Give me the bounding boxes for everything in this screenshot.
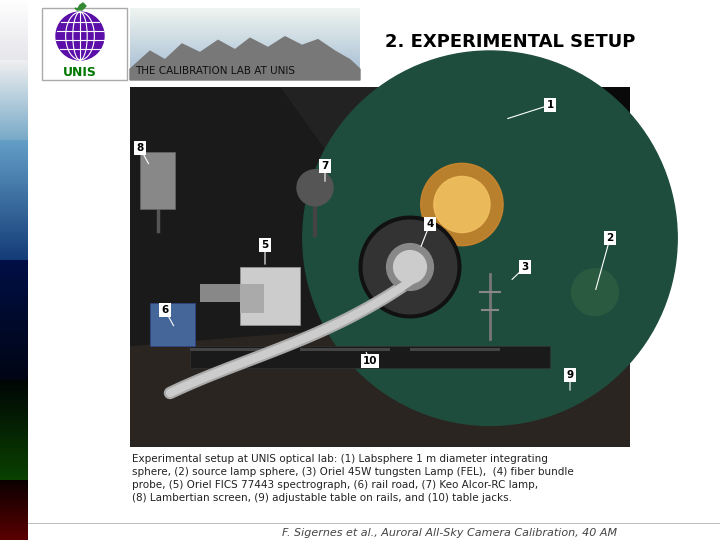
Text: (8) Lambertian screen, (9) adjustable table on rails, and (10) table jacks.: (8) Lambertian screen, (9) adjustable ta… xyxy=(132,493,512,503)
Text: 5: 5 xyxy=(261,240,269,251)
Circle shape xyxy=(303,51,678,426)
Text: 8: 8 xyxy=(136,143,143,153)
Polygon shape xyxy=(75,3,86,10)
Text: F. Sigernes et al., Auroral All-Sky Camera Calibration, 40 AM: F. Sigernes et al., Auroral All-Sky Came… xyxy=(282,528,618,538)
Polygon shape xyxy=(280,87,440,321)
Bar xyxy=(28,450,720,510)
Bar xyxy=(150,303,195,346)
Bar xyxy=(42,8,127,80)
Polygon shape xyxy=(130,37,360,80)
Bar xyxy=(28,523,720,540)
Text: 1: 1 xyxy=(546,100,554,110)
Bar xyxy=(240,284,264,313)
Bar xyxy=(410,348,500,351)
Bar xyxy=(28,0,720,87)
Text: sphere, (2) source lamp sphere, (3) Oriel 45W tungsten Lamp (FEL),  (4) fiber bu: sphere, (2) source lamp sphere, (3) Orie… xyxy=(132,467,574,477)
Bar xyxy=(300,348,390,351)
Text: probe, (5) Oriel FICS 77443 spectrograph, (6) rail road, (7) Keo Alcor-RC lamp,: probe, (5) Oriel FICS 77443 spectrograph… xyxy=(132,480,538,490)
Text: 2. EXPERIMENTAL SETUP: 2. EXPERIMENTAL SETUP xyxy=(384,33,635,51)
Circle shape xyxy=(434,177,490,233)
Circle shape xyxy=(387,244,433,291)
Circle shape xyxy=(56,12,104,60)
Text: 6: 6 xyxy=(161,305,168,315)
Bar xyxy=(130,87,630,447)
Polygon shape xyxy=(130,303,630,447)
Bar xyxy=(140,152,175,210)
Polygon shape xyxy=(130,87,330,447)
Text: UNIS: UNIS xyxy=(63,65,97,78)
Text: 7: 7 xyxy=(321,161,329,171)
Text: Experimental setup at UNIS optical lab: (1) Labsphere 1 m diameter integrating: Experimental setup at UNIS optical lab: … xyxy=(132,454,548,464)
Circle shape xyxy=(420,163,503,246)
Bar xyxy=(190,346,550,368)
Bar xyxy=(240,267,300,325)
Bar xyxy=(190,348,280,351)
Text: 10: 10 xyxy=(363,356,377,366)
Circle shape xyxy=(363,220,456,314)
Circle shape xyxy=(359,216,461,318)
Text: 4: 4 xyxy=(426,219,433,229)
Text: 9: 9 xyxy=(567,370,574,380)
Circle shape xyxy=(572,269,618,315)
Text: THE CALIBRATION LAB AT UNIS: THE CALIBRATION LAB AT UNIS xyxy=(135,66,295,76)
Text: 3: 3 xyxy=(521,262,528,272)
Circle shape xyxy=(297,170,333,206)
Bar xyxy=(200,284,240,301)
Text: 2: 2 xyxy=(606,233,613,243)
Circle shape xyxy=(394,251,426,284)
